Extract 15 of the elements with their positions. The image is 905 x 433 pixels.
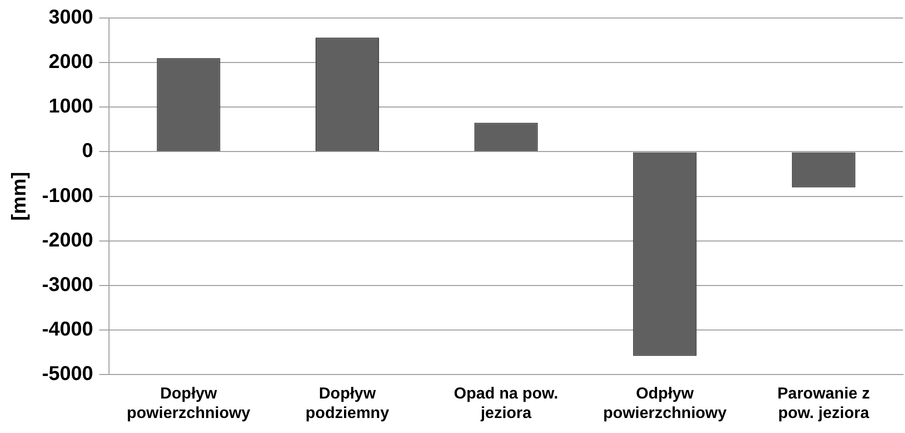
y-tick-label: 2000 bbox=[48, 51, 94, 74]
x-tick-label: Dopływ powierzchniowy bbox=[126, 386, 250, 422]
x-tick-label: Parowanie z pow. jeziora bbox=[777, 386, 870, 422]
y-tick-label: 1000 bbox=[48, 96, 94, 118]
y-tick-label: 0 bbox=[82, 140, 94, 162]
y-tick-label: -1000 bbox=[42, 184, 94, 207]
y-tick-label: -2000 bbox=[42, 229, 94, 252]
y-tick-label: 3000 bbox=[48, 6, 94, 29]
x-tick-label: Odpływ powierzchniowy bbox=[603, 386, 727, 422]
y-axis-title: [mm] bbox=[8, 172, 31, 221]
x-tick-label: Dopływ podziemny bbox=[306, 386, 390, 422]
y-tick-label: -5000 bbox=[42, 363, 94, 386]
y-tick-label: -4000 bbox=[42, 318, 94, 341]
y-tick-label: -3000 bbox=[42, 274, 94, 296]
x-tick-label: Opad na pow. jeziora bbox=[454, 386, 558, 422]
